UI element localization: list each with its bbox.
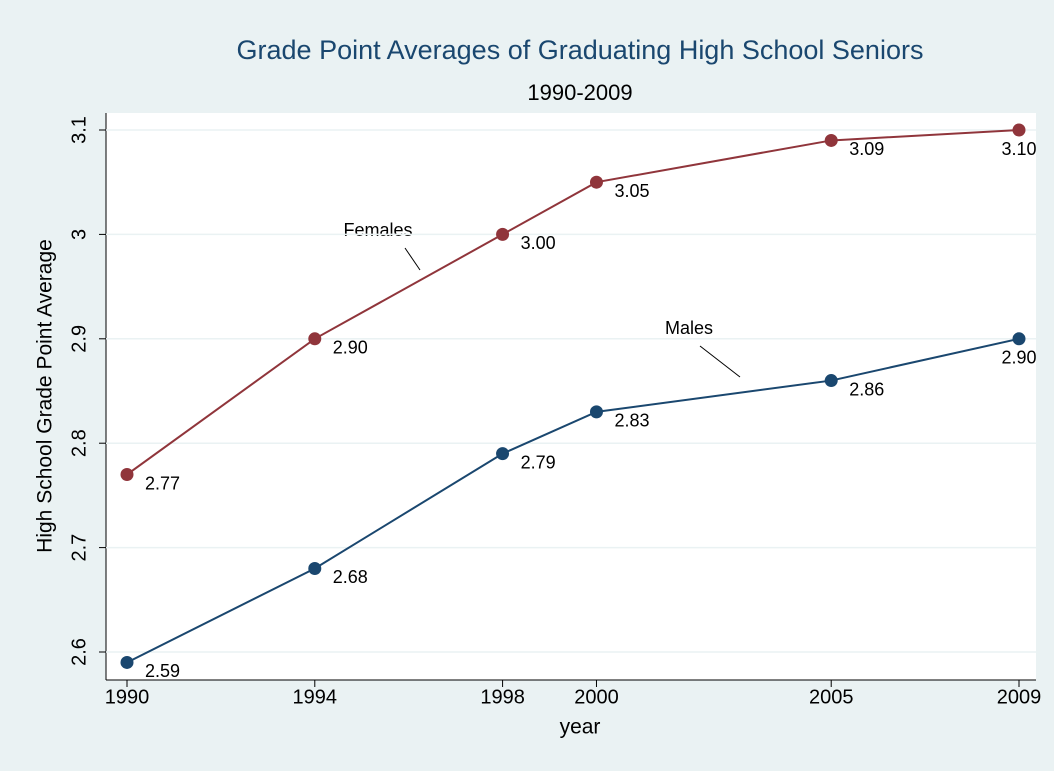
data-point	[824, 133, 838, 147]
data-point	[496, 447, 510, 461]
y-tick-label: 3	[68, 229, 90, 240]
data-label: 2.90	[1001, 348, 1036, 368]
series-line	[126, 129, 1020, 476]
data-point	[589, 175, 603, 189]
x-axis-label: year	[560, 716, 601, 739]
data-point	[308, 332, 322, 346]
x-tick-label: 1998	[480, 686, 525, 708]
plot-area	[106, 113, 1036, 680]
data-label: 3.05	[614, 181, 649, 201]
y-tick-label: 2.8	[68, 429, 90, 457]
data-label: 2.86	[849, 379, 884, 399]
x-tick-label: 1994	[293, 686, 338, 708]
data-label: 2.68	[333, 567, 368, 587]
y-tick-label: 2.7	[68, 534, 90, 562]
data-label: 2.59	[145, 661, 180, 681]
data-label: 2.79	[521, 452, 556, 472]
chart-title: Grade Point Averages of Graduating High …	[237, 35, 924, 65]
x-tick-label: 2000	[574, 686, 619, 708]
data-label: 2.77	[145, 473, 180, 493]
x-tick-label: 1990	[105, 686, 150, 708]
data-label: 3.09	[849, 139, 884, 159]
data-label: 3.00	[521, 233, 556, 253]
annotation-pointer	[699, 345, 741, 378]
x-tick-label: 2009	[997, 686, 1042, 708]
data-label: 2.83	[614, 411, 649, 431]
chart-subtitle: 1990-2009	[527, 80, 632, 105]
data-point	[120, 468, 134, 482]
y-tick-label: 2.6	[68, 638, 90, 666]
data-point	[120, 655, 134, 669]
x-tick-label: 2005	[809, 686, 854, 708]
data-point	[824, 374, 838, 388]
y-axis-label: High School Grade Point Average	[34, 239, 57, 553]
series-annotation: Males	[665, 318, 713, 338]
data-point	[308, 561, 322, 575]
y-tick-label: 3.1	[68, 116, 90, 144]
data-label: 2.90	[333, 338, 368, 358]
data-point	[589, 405, 603, 419]
annotation-pointer	[404, 247, 421, 271]
series-annotation: Females	[343, 220, 412, 240]
data-label: 3.10	[1001, 139, 1036, 159]
y-tick-label: 2.9	[68, 325, 90, 353]
series-line	[126, 337, 1020, 664]
data-point	[1012, 123, 1026, 137]
data-point	[496, 227, 510, 241]
data-point	[1012, 332, 1026, 346]
